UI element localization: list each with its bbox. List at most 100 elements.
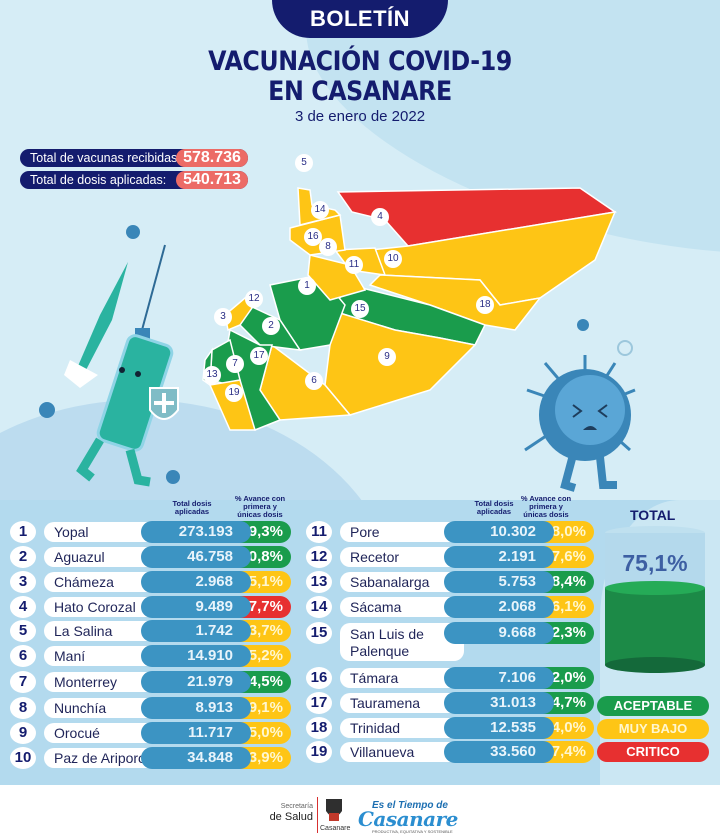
legend-very-low: MUY BAJO [597,719,709,739]
municipality-name: Sácama [340,597,470,617]
brand-tagline-bottom: PRODUCTIVA, EQUITATIVA Y SOSTENIBLE [372,829,453,834]
row-number: 7 [10,671,36,693]
total-applied-pill: Total de dosis aplicadas: 540.713 [20,171,248,189]
doses-value: 46.758 [141,546,251,568]
progress-value: 47,7% [237,596,291,618]
brand-logo-text: Casanare [358,807,458,831]
progress-value: 72,0% [540,667,594,689]
doses-value: 8.913 [141,697,251,719]
table-row: 17 Tauramena 31.013 74,7% [306,692,594,714]
page-title-line1: VACUNACIÓN COVID-19 [208,46,512,77]
row-number: 11 [306,521,332,543]
map-label-2: 2 [262,317,280,335]
doses-value: 9.489 [141,596,251,618]
map-region-18 [368,274,542,331]
doses-value: 14.910 [141,645,251,667]
municipality-name: Támara [340,668,470,688]
row-number: 17 [306,692,332,714]
map-label-7: 7 [226,355,244,373]
table-row: 7 Monterrey 21.979 74,5% [10,671,291,693]
table-row: 14 Sácama 2.068 56,1% [306,596,594,618]
map-label-9: 9 [378,348,396,366]
progress-value: 58,0% [540,521,594,543]
progress-value: 63,9% [237,747,291,769]
municipality-name: Recetor [340,547,470,567]
row-number: 16 [306,667,332,689]
map-label-11: 11 [345,256,363,274]
casanare-map [202,187,617,431]
doses-value: 31.013 [444,692,554,714]
total-received-label: Total de vacunas recibidas: [30,151,181,165]
total-progress-cylinder [605,526,705,673]
map-region-5-14 [297,187,342,226]
map-label-10: 10 [384,250,402,268]
column-header-progress-left: % Avance con primera y únicas dosis [234,494,286,519]
table-row: 13 Sabanalarga 5.753 98,4% [306,571,594,593]
row-number: 9 [10,722,36,744]
syringe-mascot-illustration [39,225,180,487]
casanare-crest-icon [326,799,342,821]
bulletin-date: 3 de enero de 2022 [294,108,426,125]
doses-value: 21.979 [141,671,251,693]
progress-value: 69,1% [237,697,291,719]
table-row: 8 Nunchía 8.913 69,1% [10,697,291,719]
map-label-18: 18 [476,296,494,314]
map-label-4: 4 [371,208,389,226]
total-applied-label: Total de dosis aplicadas: [30,173,167,187]
map-label-5: 5 [295,154,313,172]
table-row: 19 Villanueva 33.560 57,4% [306,741,594,763]
table-row: 3 Chámeza 2.968 65,1% [10,571,291,593]
row-number: 18 [306,717,332,739]
bulletin-tab: BOLETÍN [272,0,448,38]
row-number: 3 [10,571,36,593]
footer-divider [317,797,318,833]
total-applied-value: 540.713 [176,171,248,189]
doses-value: 10.302 [444,521,554,543]
total-progress-value: 75,1% [622,550,688,576]
row-number: 19 [306,741,332,763]
virus-icon [577,319,589,331]
row-number: 13 [306,571,332,593]
table-row: 4 Hato Corozal 9.489 47,7% [10,596,291,618]
table-row: 5 La Salina 1.742 63,7% [10,620,291,642]
row-number: 10 [10,747,36,769]
row-number: 1 [10,521,36,543]
progress-value: 65,1% [237,571,291,593]
table-row: 18 Trinidad 12.535 64,0% [306,717,594,739]
legend-critical: CRITICO [597,742,709,762]
doses-value: 9.668 [444,622,554,644]
page-title-line2: EN CASANARE [268,76,452,107]
column-header-doses-right: Total dosis aplicadas [474,499,514,516]
progress-value: 64,0% [540,717,594,739]
progress-value: 98,4% [540,571,594,593]
municipality-name: San Luis de Palenque [340,623,464,661]
progress-value: 65,0% [237,722,291,744]
map-label-1: 1 [298,277,316,295]
table-row: 15 San Luis de Palenque 9.668 72,3% [306,622,594,662]
map-label-6: 6 [305,372,323,390]
table-row: 9 Orocué 11.717 65,0% [10,722,291,744]
table-row: 1 Yopal 273.193 89,3% [10,521,291,543]
salud-label: de Salud [269,811,313,823]
secretaria-label: Secretaría [280,803,313,810]
row-number: 2 [10,546,36,568]
map-label-8: 8 [319,238,337,256]
row-number: 5 [10,620,36,642]
row-number: 6 [10,645,36,667]
virus-icon [126,225,140,239]
brand-tagline-top: Es el Tiempo de [372,800,448,811]
row-number: 14 [306,596,332,618]
map-label-15: 15 [351,300,369,318]
total-received-value: 578.736 [176,149,248,167]
map-region-9 [324,308,477,416]
doses-value: 2.191 [444,546,554,568]
municipality-name: Sabanalarga [340,572,470,592]
doses-value: 12.535 [444,717,554,739]
table-row: 6 Maní 14.910 55,2% [10,645,291,667]
doses-value: 273.193 [141,521,251,543]
progress-value: 72,3% [540,622,594,644]
map-label-16: 16 [304,228,322,246]
municipality-name: Trinidad [340,718,470,738]
table-row: 12 Recetor 2.191 67,6% [306,546,594,568]
column-header-doses-left: Total dosis aplicadas [172,499,212,516]
